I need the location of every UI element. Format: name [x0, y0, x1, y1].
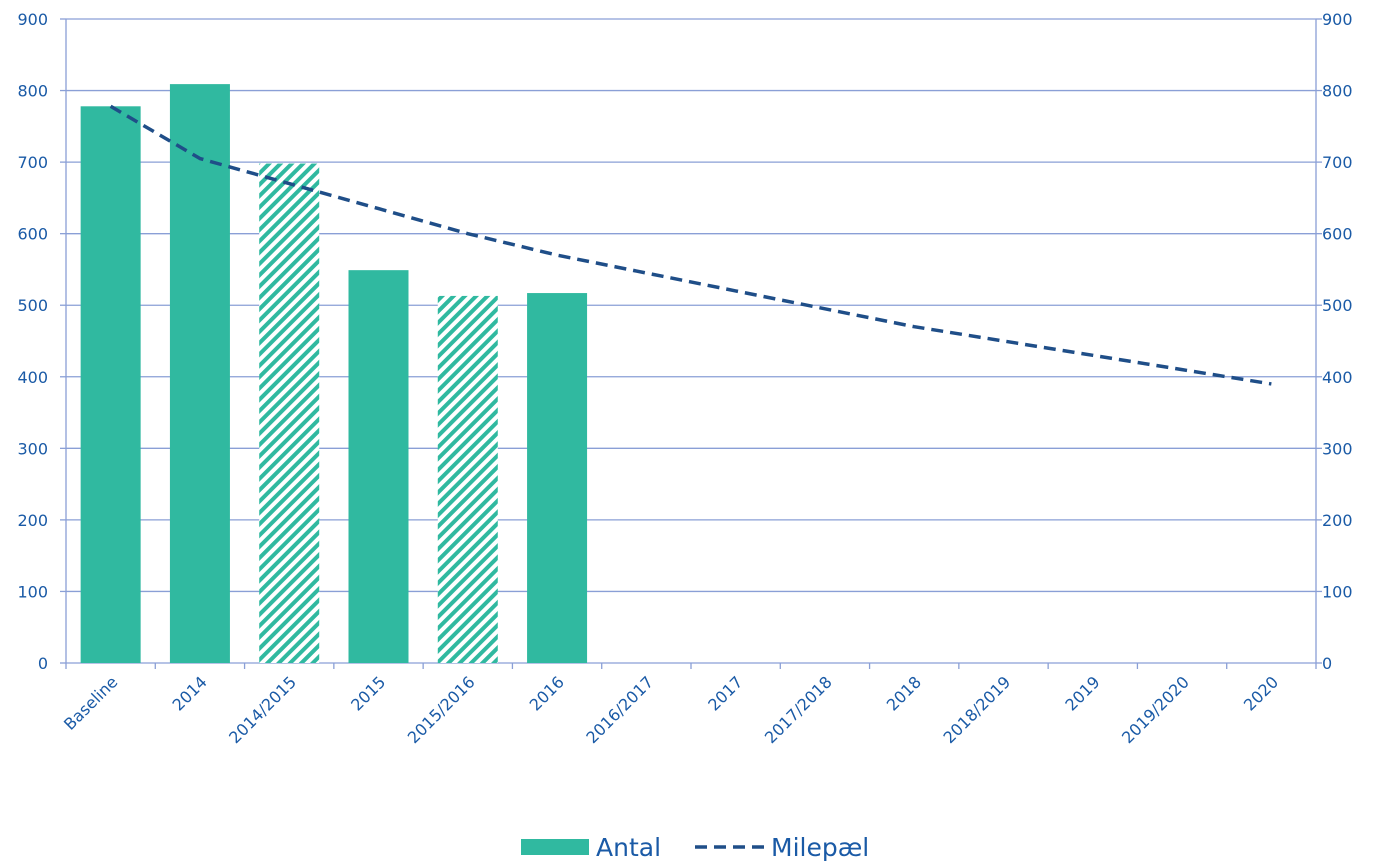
bars — [80, 84, 588, 664]
x-category-label: 2014 — [169, 672, 211, 714]
y-tick-label-right: 600 — [1322, 225, 1353, 244]
x-category-label: 2016/2017 — [582, 672, 657, 747]
y-tick-label-left: 500 — [17, 296, 48, 315]
gridlines — [66, 18, 1316, 593]
y-tick-label-left: 800 — [17, 82, 48, 101]
legend-swatch-antal — [521, 839, 589, 855]
x-category-label: 2015/2016 — [404, 672, 479, 747]
x-category-label: 2020 — [1240, 672, 1282, 714]
bar-hatched — [259, 163, 320, 663]
y-tick-label-right: 900 — [1322, 10, 1353, 29]
y-tick-label-left: 600 — [17, 225, 48, 244]
x-category-label: 2019/2020 — [1118, 672, 1193, 747]
legend: Antal Milepæl — [521, 833, 869, 862]
y-tick-label-left: 300 — [17, 439, 48, 458]
legend-label-milepael: Milepæl — [771, 833, 869, 861]
x-category-label: 2018 — [883, 672, 925, 714]
bar-hatched — [437, 295, 498, 663]
bar — [169, 84, 230, 664]
bar — [527, 293, 588, 663]
x-category-label: 2016 — [526, 672, 568, 714]
bar — [80, 106, 141, 663]
x-category-label: 2017 — [704, 672, 746, 714]
y-tick-label-left: 100 — [17, 582, 48, 601]
legend-label-antal: Antal — [596, 833, 661, 861]
x-category-label: Baseline — [60, 672, 121, 733]
y-tick-label-right: 200 — [1322, 511, 1353, 530]
axes — [60, 18, 1322, 669]
y-tick-label-right: 0 — [1322, 654, 1332, 673]
y-tick-label-right: 800 — [1322, 82, 1353, 101]
y-tick-label-right: 700 — [1322, 153, 1353, 172]
y-tick-label-left: 900 — [17, 10, 48, 29]
x-category-label: 2014/2015 — [225, 672, 300, 747]
x-category-label: 2017/2018 — [761, 672, 836, 747]
y-tick-label-left: 400 — [17, 368, 48, 387]
milestone-series-line — [109, 104, 1272, 386]
y-tick-label-left: 700 — [17, 153, 48, 172]
bar — [348, 270, 409, 663]
y-tick-label-right: 100 — [1322, 582, 1353, 601]
y-tick-label-right: 300 — [1322, 439, 1353, 458]
y-tick-label-right: 400 — [1322, 368, 1353, 387]
x-category-label: 2019 — [1061, 672, 1103, 714]
x-category-label: 2015 — [347, 672, 389, 714]
y-tick-label-left: 200 — [17, 511, 48, 530]
y-tick-label-right: 500 — [1322, 296, 1353, 315]
milestone-line — [109, 104, 1272, 386]
x-category-label: 2018/2019 — [939, 672, 1014, 747]
y-tick-label-left: 0 — [38, 654, 48, 673]
